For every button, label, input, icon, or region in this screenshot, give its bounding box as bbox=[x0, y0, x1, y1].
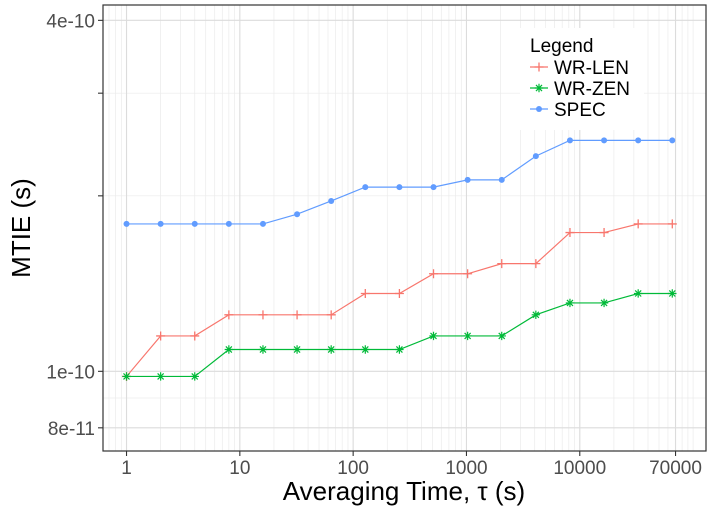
data-point-wr-len bbox=[156, 331, 166, 341]
legend-key-marker-wr-zen bbox=[534, 83, 544, 93]
data-point-wr-len bbox=[190, 331, 200, 341]
y-tick-label: 1e-10 bbox=[46, 362, 95, 383]
data-point-wr-len bbox=[360, 288, 370, 298]
data-point-spec bbox=[566, 137, 573, 144]
data-point-wr-zen bbox=[395, 345, 404, 354]
data-point-wr-len bbox=[258, 310, 268, 320]
data-point-wr-len bbox=[463, 269, 473, 279]
x-axis: 1 10 100 1000 10000 70000 bbox=[121, 451, 702, 479]
series-wr-len bbox=[122, 219, 677, 381]
y-tick-label: 8e-11 bbox=[48, 419, 95, 440]
data-point-spec bbox=[464, 176, 471, 183]
x-tick-label: 10 bbox=[229, 458, 250, 479]
data-point-wr-zen bbox=[633, 289, 643, 298]
data-point-wr-zen bbox=[156, 372, 165, 381]
y-axis: 8e-11 1e-10 4e-10 bbox=[46, 11, 103, 440]
data-point-spec bbox=[498, 176, 505, 183]
data-point-wr-len bbox=[497, 259, 507, 269]
data-point-wr-len bbox=[292, 310, 302, 320]
x-tick-label: 70000 bbox=[649, 458, 702, 479]
data-point-spec bbox=[396, 184, 403, 191]
y-tick-label: 4e-10 bbox=[46, 11, 95, 32]
data-point-spec bbox=[191, 220, 198, 227]
series-wr-zen bbox=[122, 289, 677, 381]
data-point-spec bbox=[430, 184, 437, 191]
data-point-spec bbox=[294, 211, 301, 218]
data-point-wr-zen bbox=[122, 372, 131, 381]
data-point-wr-len bbox=[599, 228, 609, 238]
data-point-spec bbox=[328, 197, 335, 204]
x-tick-label: 1 bbox=[121, 458, 132, 479]
data-point-wr-zen bbox=[326, 345, 336, 354]
data-point-wr-zen bbox=[599, 298, 609, 308]
data-point-wr-len bbox=[565, 228, 575, 238]
data-point-spec bbox=[532, 153, 539, 160]
data-point-spec bbox=[157, 220, 164, 227]
data-point-spec bbox=[362, 184, 369, 191]
data-point-wr-zen bbox=[258, 345, 268, 354]
data-point-wr-zen bbox=[224, 345, 234, 354]
data-point-spec bbox=[123, 220, 130, 227]
data-point-wr-zen bbox=[497, 331, 506, 341]
series-spec bbox=[123, 137, 676, 227]
data-point-wr-zen bbox=[361, 345, 370, 354]
data-point-wr-zen bbox=[429, 331, 438, 341]
major-gridlines bbox=[103, 5, 706, 451]
data-point-spec bbox=[225, 220, 232, 227]
legend-title: Legend bbox=[530, 36, 593, 57]
data-point-wr-zen bbox=[292, 345, 302, 354]
x-tick-label: 1000 bbox=[445, 458, 487, 479]
data-point-wr-len bbox=[224, 310, 234, 320]
data-point-wr-len bbox=[394, 288, 404, 298]
data-point-spec bbox=[259, 220, 266, 227]
legend-label-wr-zen: WR-ZEN bbox=[554, 79, 630, 100]
x-tick-label: 100 bbox=[337, 458, 369, 479]
data-point-wr-zen bbox=[531, 310, 541, 320]
data-point-wr-zen bbox=[463, 331, 472, 341]
data-point-spec bbox=[635, 137, 642, 144]
data-point-spec bbox=[669, 137, 676, 144]
data-point-wr-len bbox=[531, 259, 541, 269]
panel-border bbox=[102, 4, 707, 452]
data-point-wr-zen bbox=[668, 289, 677, 298]
series-layer bbox=[122, 137, 677, 381]
y-axis-title: MTIE (s) bbox=[6, 178, 36, 278]
data-point-wr-zen bbox=[565, 298, 575, 308]
x-tick-label: 10000 bbox=[553, 458, 606, 479]
data-point-wr-len bbox=[326, 310, 336, 320]
data-point-wr-len bbox=[633, 219, 643, 229]
legend-label-wr-len: WR-LEN bbox=[554, 58, 629, 79]
legend-key-marker-wr-len bbox=[534, 62, 544, 72]
x-axis-title: Averaging Time, τ (s) bbox=[283, 476, 525, 506]
data-point-spec bbox=[601, 137, 608, 144]
legend-label-spec: SPEC bbox=[554, 100, 606, 121]
data-point-wr-len bbox=[667, 219, 677, 229]
legend-background bbox=[520, 28, 644, 130]
legend-key-marker-spec bbox=[536, 106, 542, 112]
data-point-wr-len bbox=[429, 269, 439, 279]
data-point-wr-zen bbox=[190, 372, 199, 381]
